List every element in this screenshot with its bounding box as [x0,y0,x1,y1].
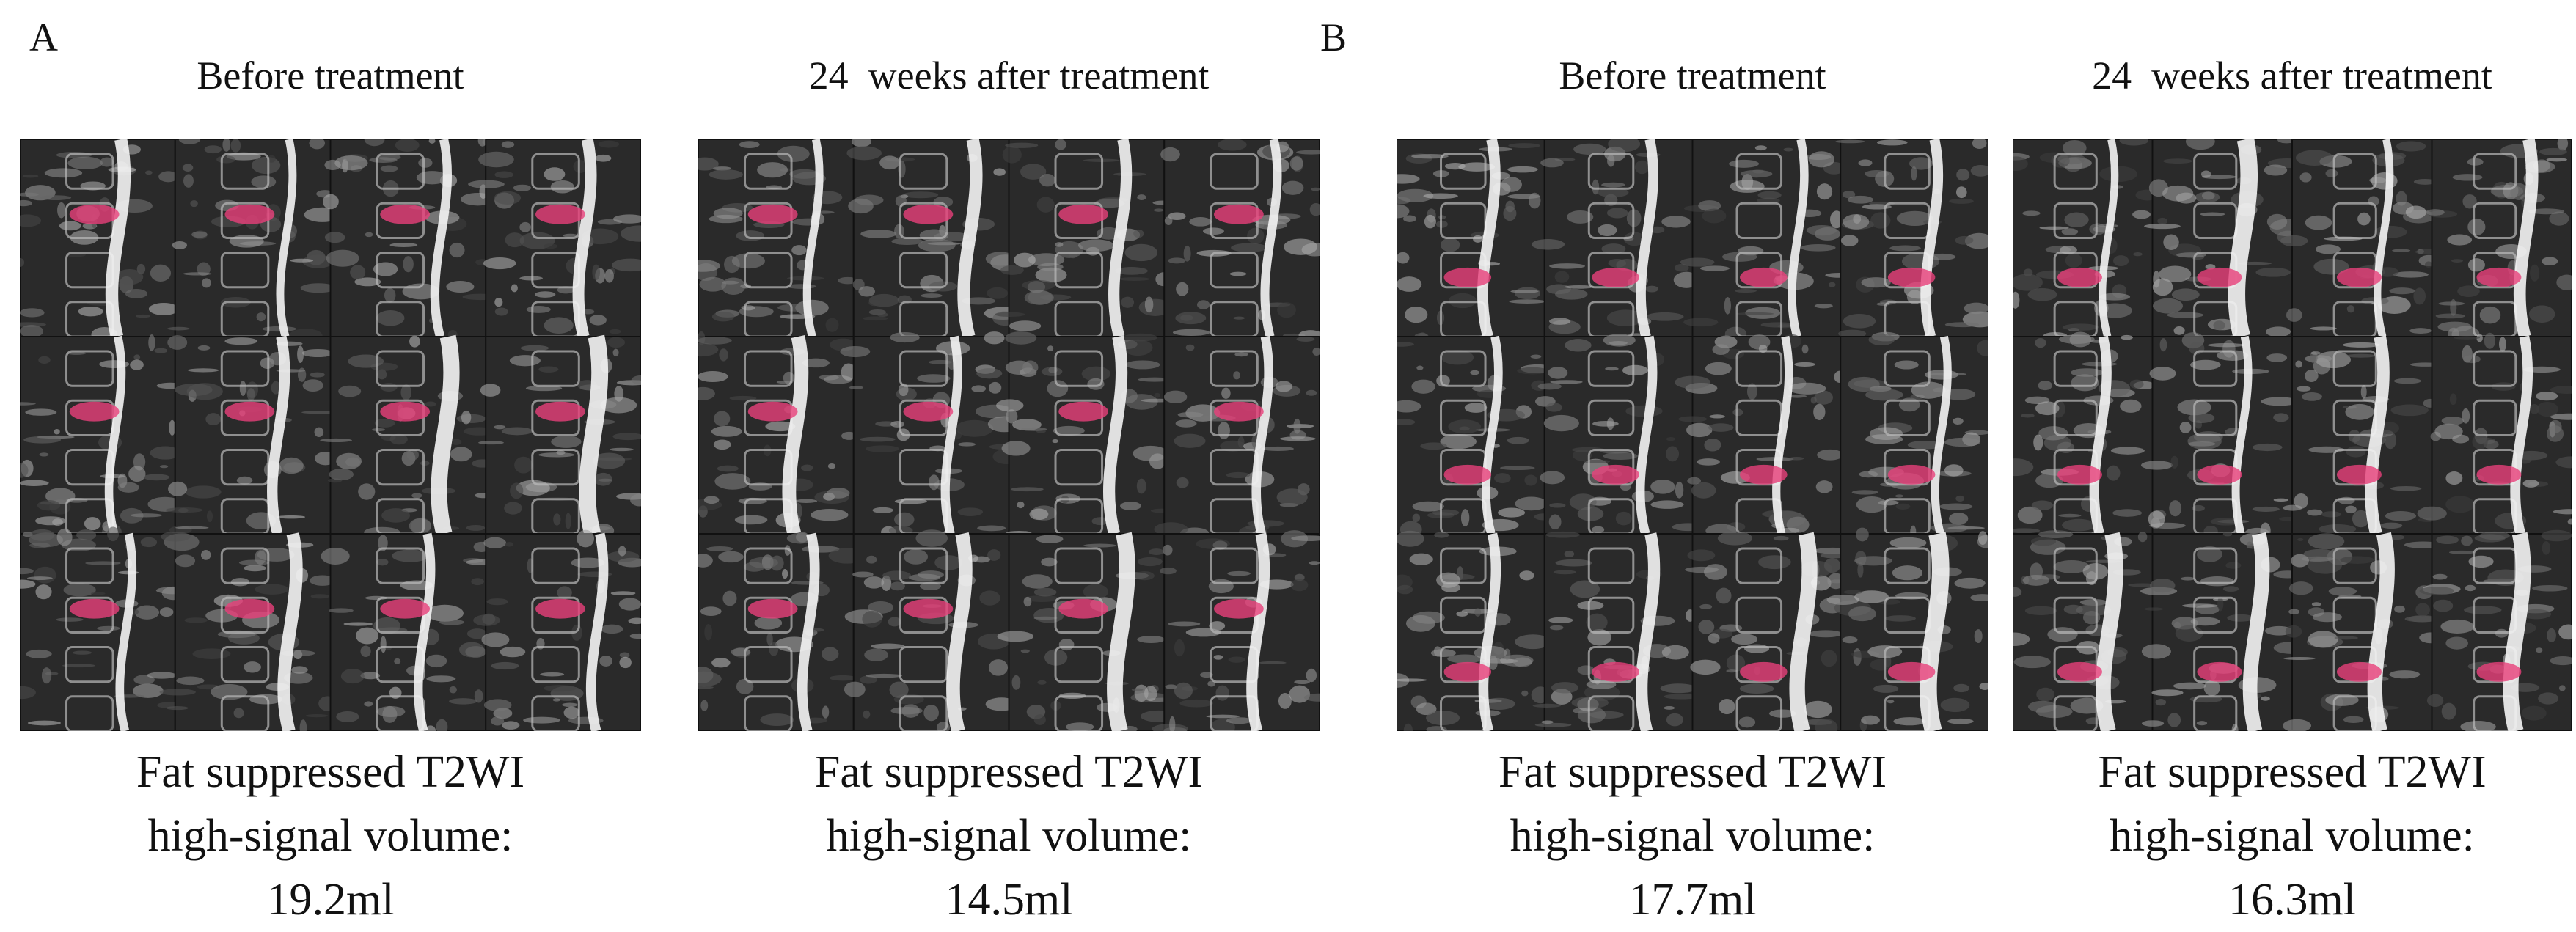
mri-tile [468,139,641,339]
mri-tile [2013,530,2157,731]
mri-tile [20,139,179,342]
mri-tile [2426,139,2572,343]
column-title: 24 weeks after treatment [2092,54,2492,98]
mri-tile [2280,139,2447,338]
panel-label: A [29,15,58,59]
mri-tile [1534,334,1705,535]
mri-grid [20,139,641,731]
caption-line: high-signal volume: [147,811,513,861]
mri-tile [1152,530,1320,731]
mri-tile [2419,529,2572,731]
mri-tile [698,532,866,731]
mri-tile [846,139,1022,339]
mri-tile [2140,332,2299,540]
mri-grid [698,139,1320,731]
mri-tile [1397,139,1545,340]
mri-tile [2140,532,2308,731]
column-title: Before treatment [197,54,464,98]
column-title: 24 weeks after treatment [808,54,1210,98]
mri-tile [698,331,857,536]
mri-tile [1531,139,1699,339]
mri-tile [322,139,499,340]
panel-label: B [1320,15,1347,59]
mri-tile [2417,332,2572,535]
mri-tile [996,331,1174,536]
mri-grid [2013,139,2572,731]
mri-tile [321,532,497,731]
mri-tile [840,331,1027,539]
caption-line: Fat suppressed T2WI [2098,747,2487,797]
mri-tile [1397,530,1551,731]
mri-grid [1397,139,1988,731]
mri-tile [1532,531,1699,731]
mri-tile [2013,331,2155,535]
mri-tile [1835,139,1988,338]
column-title: Before treatment [1559,54,1826,98]
mri-tile [1680,139,1854,342]
mri-tile [997,532,1179,731]
caption-line: 14.5ml [945,875,1073,925]
caption-line: high-signal volume: [1510,811,1876,861]
mri-tile [20,334,184,541]
caption-line: 19.2ml [266,875,395,925]
mri-tile [159,531,337,731]
mri-tile [1675,334,1846,538]
mri-tile [2283,335,2443,536]
mri-tile [165,335,338,535]
mri-tile [1840,331,1988,538]
mri-tile [1160,139,1320,340]
caption-line: Fat suppressed T2WI [136,747,525,797]
mri-tile [320,334,495,537]
caption-line: high-signal volume: [2110,811,2475,861]
mri-tile [1154,335,1320,539]
mri-tile [698,139,858,338]
mri-tile [2013,139,2160,340]
caption-line: 17.7ml [1628,875,1757,925]
mri-tile [1397,335,1555,538]
caption-line: Fat suppressed T2WI [1498,747,1887,797]
mri-tile [844,529,1017,731]
mri-tile [167,139,341,343]
mri-tile [1685,531,1852,731]
mri-tile [478,334,641,538]
mri-tile [2283,532,2444,731]
caption-line: 16.3ml [2228,875,2356,925]
caption-line: high-signal volume: [826,811,1192,861]
caption-line: Fat suppressed T2WI [814,747,1204,797]
mri-tile [995,139,1174,338]
mri-tile [20,526,193,731]
mri-tile [473,529,641,731]
mri-tile [1826,527,1988,731]
mri-tile [2144,139,2307,340]
